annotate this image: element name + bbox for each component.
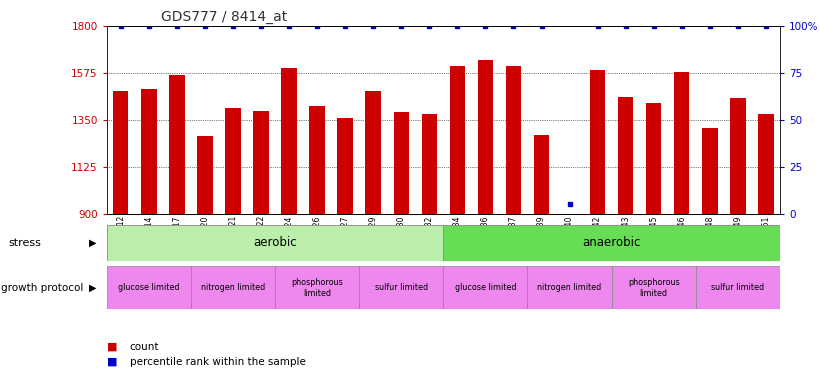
Text: ■: ■ xyxy=(107,357,117,367)
Bar xyxy=(337,118,353,214)
Text: anaerobic: anaerobic xyxy=(582,236,641,249)
Text: phosphorous
limited: phosphorous limited xyxy=(291,278,343,297)
Bar xyxy=(443,225,780,261)
Text: ▶: ▶ xyxy=(89,238,97,248)
Bar xyxy=(443,266,528,309)
Text: nitrogen limited: nitrogen limited xyxy=(201,284,265,292)
Bar xyxy=(107,225,443,261)
Bar xyxy=(365,91,381,214)
Bar xyxy=(534,135,549,214)
Text: glucose limited: glucose limited xyxy=(118,284,180,292)
Bar xyxy=(646,104,662,214)
Text: aerobic: aerobic xyxy=(253,236,297,249)
Text: percentile rank within the sample: percentile rank within the sample xyxy=(130,357,305,367)
Bar xyxy=(190,266,275,309)
Text: count: count xyxy=(130,342,159,352)
Text: growth protocol: growth protocol xyxy=(1,283,83,293)
Bar xyxy=(113,91,128,214)
Bar xyxy=(702,128,718,214)
Bar xyxy=(696,266,780,309)
Bar xyxy=(422,114,437,214)
Text: ■: ■ xyxy=(107,342,117,352)
Bar xyxy=(612,266,695,309)
Bar xyxy=(275,266,360,309)
Text: sulfur limited: sulfur limited xyxy=(374,284,428,292)
Bar xyxy=(759,114,773,214)
Bar xyxy=(254,111,268,214)
Bar xyxy=(590,70,605,214)
Bar xyxy=(360,266,443,309)
Bar xyxy=(393,112,409,214)
Bar xyxy=(730,98,745,214)
Text: ▶: ▶ xyxy=(89,283,97,293)
Bar xyxy=(282,68,296,214)
Bar xyxy=(506,66,521,214)
Text: phosphorous
limited: phosphorous limited xyxy=(628,278,680,297)
Bar xyxy=(450,66,465,214)
Text: sulfur limited: sulfur limited xyxy=(711,284,764,292)
Bar xyxy=(674,72,690,214)
Bar xyxy=(225,108,241,214)
Bar xyxy=(107,266,190,309)
Text: nitrogen limited: nitrogen limited xyxy=(538,284,602,292)
Bar xyxy=(169,75,185,214)
Text: stress: stress xyxy=(8,238,41,248)
Bar xyxy=(478,60,493,214)
Bar xyxy=(197,136,213,214)
Bar xyxy=(618,97,633,214)
Text: glucose limited: glucose limited xyxy=(455,284,516,292)
Text: GDS777 / 8414_at: GDS777 / 8414_at xyxy=(161,10,287,24)
Bar xyxy=(528,266,612,309)
Bar xyxy=(310,106,325,214)
Bar xyxy=(141,89,157,214)
